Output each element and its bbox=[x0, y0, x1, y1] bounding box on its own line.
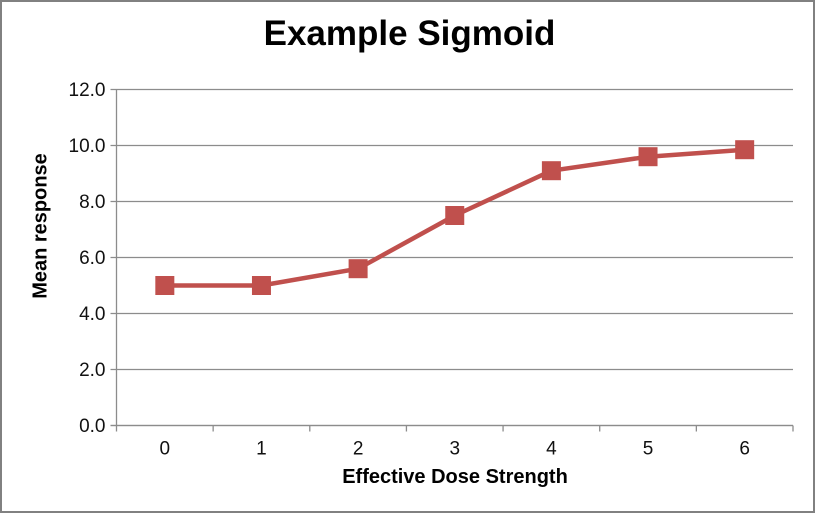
y-tick-label: 4.0 bbox=[79, 304, 105, 325]
x-tick-label: 3 bbox=[449, 439, 460, 460]
x-tick-label: 1 bbox=[256, 439, 267, 460]
x-axis-title: Effective Dose Strength bbox=[342, 466, 568, 488]
data-point-marker bbox=[155, 276, 175, 295]
y-tick-label: 2.0 bbox=[79, 360, 105, 381]
y-tick-label: 0.0 bbox=[79, 416, 105, 437]
data-point-marker bbox=[348, 259, 368, 279]
x-tick-label: 5 bbox=[643, 439, 654, 460]
y-tick-label: 12.0 bbox=[69, 80, 106, 101]
x-tick-label: 4 bbox=[546, 439, 557, 460]
y-tick-label: 8.0 bbox=[79, 192, 105, 213]
data-point-marker bbox=[445, 206, 465, 225]
data-point-marker bbox=[735, 140, 755, 160]
x-tick-label: 0 bbox=[160, 439, 171, 460]
x-tick-label: 2 bbox=[353, 439, 364, 460]
data-point-marker bbox=[541, 161, 561, 181]
y-tick-label: 10.0 bbox=[69, 136, 106, 157]
x-tick-label: 6 bbox=[739, 439, 750, 460]
data-point-marker bbox=[251, 276, 271, 295]
data-point-marker bbox=[638, 147, 658, 167]
chart-title: Example Sigmoid bbox=[263, 14, 556, 53]
y-tick-label: 6.0 bbox=[79, 248, 105, 269]
